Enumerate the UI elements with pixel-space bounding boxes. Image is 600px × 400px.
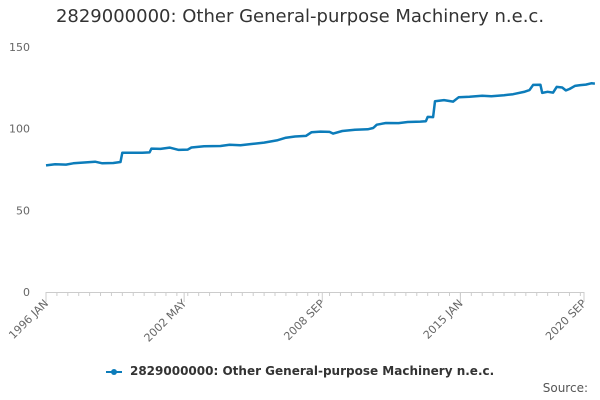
source-label: Source: (542, 381, 588, 395)
series-line (45, 82, 596, 167)
y-tick-label: 100 (9, 123, 30, 136)
y-axis: 0 50 100 150 (9, 41, 30, 299)
x-tick-label: 2008 SEP (281, 297, 327, 343)
y-tick-label: 50 (16, 204, 30, 217)
x-tick-label: 2020 SEP (543, 297, 589, 343)
y-tick-label: 0 (23, 286, 30, 299)
x-tick-label: 2015 JAN (421, 297, 466, 342)
x-tick-label: 1996 JAN (6, 297, 51, 342)
x-tick-label: 2002 MAY (142, 297, 190, 345)
series-layer (45, 82, 596, 167)
legend-swatch-icon (105, 368, 122, 375)
chart-title: 2829000000: Other General-purpose Machin… (55, 6, 545, 27)
x-axis: 1996 JAN 2002 MAY 2008 SEP 2015 JAN 2020 SEP (6, 292, 589, 345)
legend-label: 2829000000: Other General-purpose Machin… (129, 364, 495, 378)
y-tick-label: 150 (9, 41, 30, 54)
legend[interactable]: 2829000000: Other General-purpose Machin… (0, 364, 600, 378)
